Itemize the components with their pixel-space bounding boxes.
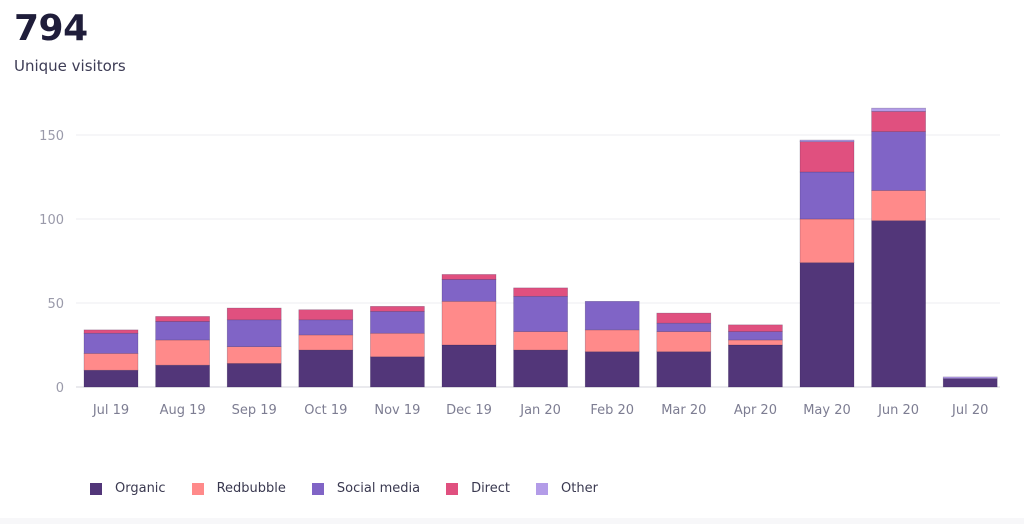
legend-label: Social media [336, 481, 421, 496]
legend-swatch [536, 482, 548, 495]
bar-segment-redbubble[interactable] [871, 190, 926, 221]
visitors-label: Unique visitors [14, 57, 126, 75]
x-tick-label: Feb 20 [590, 403, 634, 418]
x-tick-label: Aug 19 [160, 403, 206, 418]
bar-segment-redbubble[interactable] [584, 329, 640, 353]
y-tick-label: 100 [39, 213, 64, 228]
bar-segment-social-media[interactable] [871, 131, 926, 191]
bar-segment-organic[interactable] [83, 369, 139, 388]
bar-segment-social-media[interactable] [441, 279, 497, 302]
legend-item-social-media[interactable]: Social media [311, 481, 421, 496]
bar-segment-social-media[interactable] [370, 311, 425, 334]
bar-segment-redbubble[interactable] [83, 353, 139, 371]
bar-segment-social-media[interactable] [226, 319, 282, 347]
bar-segment-organic[interactable] [370, 356, 425, 388]
legend-swatch [90, 482, 102, 495]
x-tick-label: Mar 20 [661, 403, 706, 418]
bar-segment-organic[interactable] [871, 220, 926, 388]
bar-segment-redbubble[interactable] [226, 346, 282, 364]
x-tick-label: Jan 20 [519, 403, 561, 418]
y-tick-label: 150 [39, 129, 64, 144]
bar-segment-direct[interactable] [83, 329, 139, 334]
legend-label: Direct [471, 481, 510, 496]
x-tick-label: Oct 19 [304, 403, 347, 418]
bar-segment-social-media[interactable] [298, 319, 354, 336]
bar-segment-organic[interactable] [656, 351, 712, 388]
bar-segment-redbubble[interactable] [656, 331, 712, 353]
x-tick-label: Jul 20 [951, 403, 988, 418]
bar-segment-organic[interactable] [513, 349, 568, 388]
bar-segment-social-media[interactable] [83, 332, 139, 354]
x-tick-label: May 20 [803, 403, 851, 418]
bars-layer [83, 107, 998, 388]
bar-segment-direct[interactable] [155, 316, 210, 322]
bar-segment-organic[interactable] [155, 364, 210, 388]
bar-segment-organic[interactable] [942, 378, 998, 388]
legend-label: Redbubble [216, 481, 286, 496]
bar-segment-social-media[interactable] [513, 295, 568, 332]
bar-segment-social-media[interactable] [728, 331, 783, 341]
bar-segment-direct[interactable] [226, 307, 282, 321]
bar-segment-direct[interactable] [298, 309, 354, 321]
y-tick-label: 0 [56, 381, 64, 396]
x-tick-label: Apr 20 [734, 403, 777, 418]
bar-segment-organic[interactable] [728, 344, 783, 388]
legend-swatch [191, 482, 204, 495]
x-axis-labels: Jul 19 Aug 19 Sep 19 Oct 19 Nov 19 Dec 19 Jan … [92, 403, 989, 418]
bar-segment-direct[interactable] [728, 324, 783, 332]
legend-label: Organic [115, 481, 166, 496]
x-tick-label: Jul 19 [92, 403, 129, 418]
x-tick-label: Jun 20 [877, 403, 919, 418]
stacked-bar-chart: 0 50 100 150 Jul 19 Aug 19 Sep 19 Oct 19 Nov 19… [39, 107, 1000, 418]
x-tick-label: Nov 19 [374, 403, 420, 418]
legend-swatch [311, 482, 324, 495]
bar-segment-direct[interactable] [370, 306, 425, 312]
bar-segment-social-media[interactable] [155, 321, 210, 341]
bar-segment-organic[interactable] [584, 351, 640, 388]
bar-segment-social-media[interactable] [799, 171, 855, 220]
bar-segment-other[interactable] [871, 107, 926, 112]
bar-segment-organic[interactable] [226, 363, 282, 388]
bar-segment-organic[interactable] [298, 349, 354, 388]
bar-segment-organic[interactable] [799, 262, 855, 388]
y-tick-label: 50 [47, 297, 64, 312]
legend-item-organic[interactable]: Organic [90, 481, 166, 496]
bar-segment-direct[interactable] [513, 287, 568, 297]
bar-segment-redbubble[interactable] [155, 339, 210, 366]
legend-item-other[interactable]: Other [536, 481, 598, 496]
chart-legend: Organic Redbubble Social media Direct Other [90, 481, 624, 496]
bar-segment-redbubble[interactable] [728, 339, 783, 346]
bar-segment-redbubble[interactable] [370, 332, 425, 358]
legend-swatch [446, 482, 459, 495]
bar-segment-redbubble[interactable] [799, 218, 855, 263]
legend-item-redbubble[interactable]: Redbubble [191, 481, 286, 496]
legend-label: Other [561, 481, 598, 496]
bar-segment-redbubble[interactable] [513, 331, 568, 351]
footer-strip [0, 518, 1024, 524]
x-tick-label: Sep 19 [232, 403, 277, 418]
bar-segment-redbubble[interactable] [441, 301, 497, 346]
bar-segment-direct[interactable] [799, 141, 855, 173]
bar-segment-other[interactable] [799, 139, 855, 143]
bar-segment-organic[interactable] [441, 344, 497, 388]
bar-segment-social-media[interactable] [584, 301, 640, 331]
bar-segment-social-media[interactable] [656, 322, 712, 332]
bar-segment-direct[interactable] [871, 111, 926, 132]
bar-segment-direct[interactable] [441, 274, 497, 280]
bar-segment-redbubble[interactable] [298, 334, 354, 351]
x-tick-label: Dec 19 [446, 403, 492, 418]
bar-segment-direct[interactable] [656, 312, 712, 324]
legend-item-direct[interactable]: Direct [446, 481, 510, 496]
bar-segment-other[interactable] [942, 376, 998, 379]
visitors-total: 794 [14, 8, 88, 49]
